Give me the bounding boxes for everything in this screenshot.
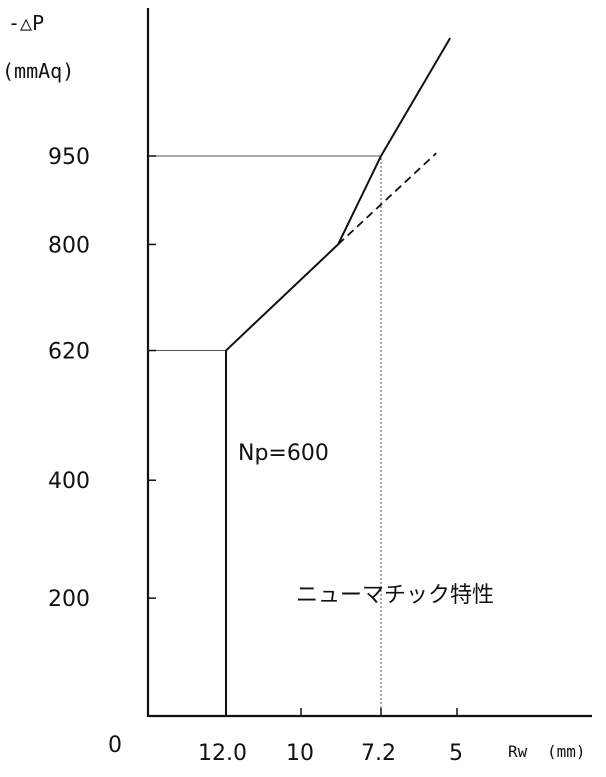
axes xyxy=(146,8,592,718)
y-tick-label-200: 200 xyxy=(48,587,90,612)
x-tick-label-5: 5 xyxy=(449,741,463,766)
series-line-dashed xyxy=(337,152,437,246)
x-tick-label-7.2: 7.2 xyxy=(361,741,396,766)
y-tick-label-620: 620 xyxy=(48,340,90,365)
series xyxy=(225,37,451,716)
y-tick-label-950: 950 xyxy=(48,145,90,170)
annotation-pneumatic: ニューマチック特性 xyxy=(296,583,494,608)
x-axis-unit: (mm) xyxy=(547,742,586,761)
reference-lines xyxy=(148,155,382,716)
series-line-solid xyxy=(225,37,451,716)
y-tick-label-800: 800 xyxy=(48,233,90,258)
y-axis-unit: (mmAq) xyxy=(2,59,74,83)
ticks: 200 400 620 800 950 12.0 10 7.2 5 xyxy=(48,145,463,766)
x-tick-label-12.0: 12.0 xyxy=(198,741,247,766)
y-axis-title: -△P xyxy=(8,11,44,35)
origin-label: 0 xyxy=(108,733,122,758)
y-tick-label-400: 400 xyxy=(48,469,90,494)
annotation-np: Np=600 xyxy=(238,441,329,466)
x-tick-label-10: 10 xyxy=(286,741,314,766)
x-axis-title: Rw xyxy=(508,742,528,761)
